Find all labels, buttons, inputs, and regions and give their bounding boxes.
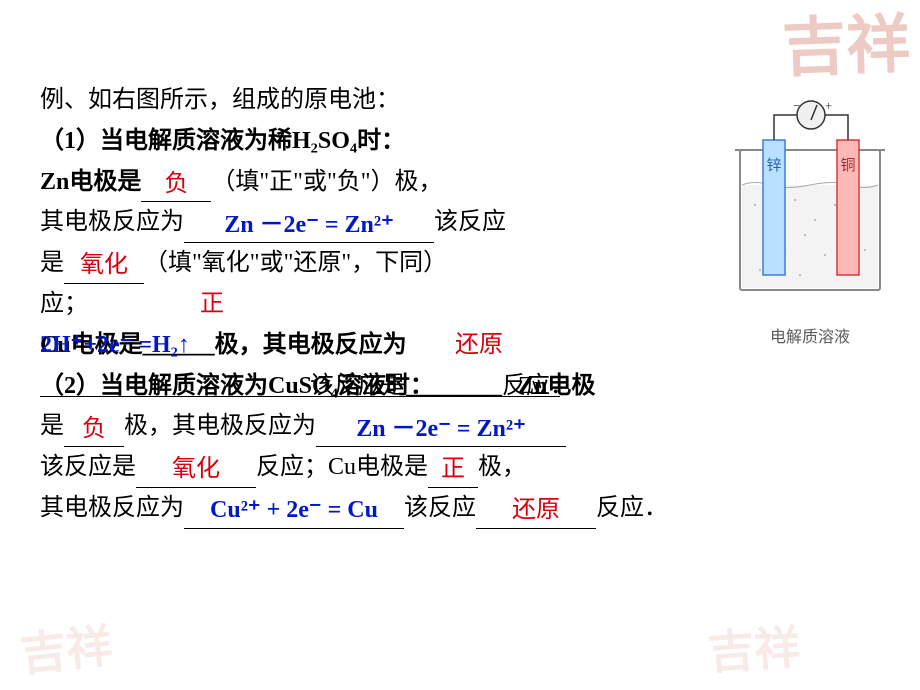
cu-tail-txt: 该反应是________反应． <box>310 366 574 407</box>
zn-eq: Zn －2e⁻ = Zn²⁺ <box>224 212 394 238</box>
p2-ox: 氧化 <box>172 456 220 482</box>
ying: 应； <box>40 291 88 317</box>
p2-cu-a: 其电极反应为 <box>40 495 184 521</box>
p2-zn-eq: Zn －2e⁻ = Zn²⁺ <box>356 416 526 442</box>
ans-redn1: 还原 <box>455 325 503 366</box>
p2-redn: 还原 <box>512 497 560 523</box>
battery-diagram: 锌 铜 − + 电解质溶液 <box>725 90 895 347</box>
meter-minus: − <box>793 98 800 113</box>
p2-jiq: 极，其电极反应为 <box>124 413 316 439</box>
label-zn: 锌 <box>766 157 781 174</box>
p2-rxn-b: 反应；Cu电极是 <box>256 454 428 480</box>
p2-cu-b: 极， <box>478 454 526 480</box>
watermark-br: 吉祥 <box>706 611 802 683</box>
watermark-bl: 吉祥 <box>17 609 115 684</box>
cu-eq: 2H⁺+2e⁻ =H₂↑ <box>40 325 190 366</box>
zn-tail: （填"正"或"负"）极， <box>211 169 442 195</box>
ox-b: （填"氧化"或"还原"，下同） <box>144 250 447 276</box>
ans-neg: 负 <box>164 171 188 197</box>
p2-cu-b2: 该反应 <box>404 495 476 521</box>
part2-cu-rxn: 其电极反应为 Cu²⁺ + 2e⁻ = Cu 该反应 还原 反应． <box>40 488 890 529</box>
ans-pos: 正 <box>200 284 224 325</box>
diagram-caption: 电解质溶液 <box>725 323 895 347</box>
label-cu: 铜 <box>840 157 855 174</box>
zn-label: Zn电极是 <box>40 169 141 195</box>
p2-cu-c: 反应． <box>596 495 668 521</box>
p2-shi: 是 <box>40 413 64 439</box>
p2-cu-eq: Cu²⁺ + 2e⁻ = Cu <box>210 497 378 523</box>
diagram-svg: 锌 铜 − + <box>725 90 895 310</box>
p2-pos: 正 <box>441 456 465 482</box>
meter-plus: + <box>825 98 832 113</box>
p2-rxn-a: 该反应是 <box>40 454 136 480</box>
part2-header: （2）当电解质溶液为CuSO₄溶液时： Zn电极 该反应是________反应． <box>40 366 890 407</box>
part2-zn-line: 是负极，其电极反应为 Zn －2e⁻ = Zn²⁺ <box>40 406 890 447</box>
rxn-post: 该反应 <box>434 209 506 235</box>
ox-a: 是 <box>40 250 64 276</box>
p2-neg: 负 <box>82 416 106 442</box>
ans-ox: 氧化 <box>80 252 128 278</box>
rxn-pre: 其电极反应为 <box>40 209 184 235</box>
part2-rxn-line: 该反应是 氧化 反应；Cu电极是正极， <box>40 447 890 488</box>
